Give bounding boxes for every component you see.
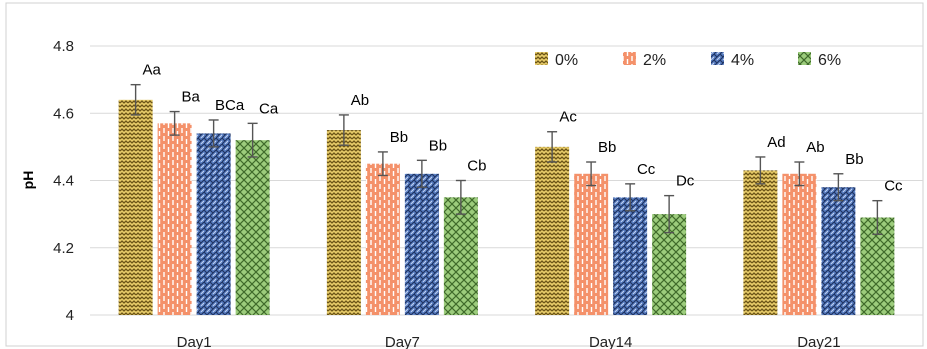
bar [613,197,648,315]
bar [404,173,439,315]
data-label: Bb [390,129,408,146]
x-tick-label: Day14 [589,334,632,349]
y-tick-label: 4.4 [53,173,74,190]
data-labels: Aa Ba BCa Ca Ab Bb Bb Cb Ac Bb Cc Dc Ad Ab Bb Cc [142,62,903,195]
bar [196,133,231,315]
data-label: Ab [806,139,824,156]
data-label: Bb [598,139,616,156]
data-label: Cb [467,158,486,175]
y-tick-label: 4.6 [53,105,74,122]
legend-swatch [798,52,811,65]
data-label: Ca [259,100,279,117]
bar [326,130,361,315]
data-label: Ad [767,134,785,151]
y-tick-label: 4.8 [53,38,74,55]
bars [118,99,895,316]
bar [235,140,270,315]
x-axis-ticks: Day1 Day7 Day14 Day21 [177,334,841,349]
legend-label: 0% [555,52,578,69]
x-tick-label: Day1 [177,334,212,349]
bar [118,99,153,315]
legend-label: 4% [731,52,754,69]
legend-swatch [535,52,548,65]
legend-label: 2% [643,52,666,69]
bar [574,173,609,315]
data-label: Aa [142,62,161,79]
bar [782,173,817,315]
legend-swatch [623,52,636,65]
data-label: Cc [637,161,656,178]
error-bars [130,83,883,236]
y-axis-ticks: 4 4.2 4.4 4.6 4.8 [53,38,74,324]
data-label: Dc [676,173,695,190]
legend: 0% 2% 4% 6% [535,52,841,69]
legend-label: 6% [818,52,841,69]
data-label: BCa [215,97,245,114]
data-label: Ac [559,109,577,126]
x-tick-label: Day7 [385,334,420,349]
bar [443,197,478,315]
data-label: Cc [884,178,903,195]
bar [743,170,778,315]
bar [821,187,856,315]
y-axis-label: pH [20,171,36,190]
bar [157,123,192,316]
data-label: Bb [429,137,447,154]
data-label: Ab [351,92,369,109]
y-tick-label: 4.2 [53,240,74,257]
bar [535,146,570,315]
y-tick-label: 4 [66,307,74,324]
bar [365,163,400,315]
data-label: Ba [181,89,200,106]
legend-swatch [711,52,724,65]
data-label: Bb [845,151,863,168]
x-tick-label: Day21 [797,334,840,349]
chart-border [5,2,924,347]
